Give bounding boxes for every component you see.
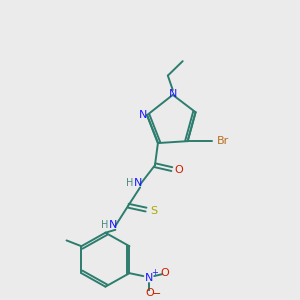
Text: N: N: [139, 110, 147, 120]
Text: S: S: [150, 206, 158, 215]
Text: Br: Br: [217, 136, 230, 146]
Text: H: H: [125, 178, 133, 188]
Text: N: N: [169, 89, 177, 99]
Text: O: O: [161, 268, 170, 278]
Text: N: N: [109, 220, 118, 230]
Text: H: H: [101, 220, 108, 230]
Text: O: O: [145, 288, 154, 298]
Text: O: O: [174, 165, 183, 175]
Text: −: −: [152, 290, 161, 299]
Text: +: +: [151, 268, 158, 277]
Text: N: N: [134, 178, 142, 188]
Text: N: N: [145, 273, 153, 283]
